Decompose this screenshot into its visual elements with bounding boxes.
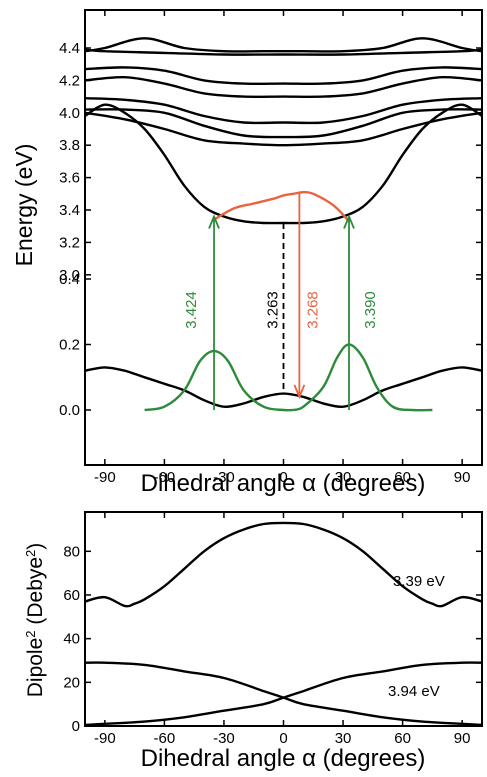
- dipole-y-tick-label: 40: [63, 631, 80, 648]
- dipole-x-tick-label: -30: [213, 730, 235, 747]
- dipole-x-tick-label: -90: [94, 730, 116, 747]
- transition-label-3: 3.268: [304, 291, 321, 329]
- energy-x-tick-labels: -90 -60 -30 0 30 60 90: [94, 469, 470, 486]
- dipole-plot-area: [85, 521, 482, 726]
- dipole-series-3: [85, 661, 482, 726]
- energy-x-tick-label: 30: [335, 469, 352, 486]
- transition-arrowhead-4: [343, 214, 355, 229]
- dipole-x-tick-label: 0: [279, 730, 287, 747]
- excited-state-curve-1: [85, 37, 482, 53]
- dipole-y-axis-title-sup: 2: [23, 630, 38, 637]
- dipole-series-labels: 3.39 eV 3.94 eV: [388, 573, 445, 700]
- excited-state-curve-5: [85, 97, 482, 125]
- energy-y-tick-label: 4.4: [59, 40, 80, 57]
- excited-state-curve-2: [85, 48, 482, 56]
- transition-label-4: 3.390: [362, 291, 379, 329]
- energy-y-tick-label: 0.4: [59, 271, 80, 288]
- energy-y-tick-label: 0.0: [59, 402, 80, 419]
- dipole-y-axis-title-close: ): [24, 543, 47, 550]
- dipole-x-tick-label: 90: [454, 730, 471, 747]
- dipole-panel: 0 20 40 60 80 -90 -60 -30 0 30 60 90 3.39 eV 3.94 e…: [23, 511, 483, 772]
- ground-state-distribution-curve-1: [144, 349, 294, 412]
- excited-state-curve-7: [85, 111, 482, 147]
- energy-x-tick-label: -60: [154, 469, 176, 486]
- energy-x-tick-label: -30: [213, 469, 235, 486]
- transition-label-2: 3.263: [264, 291, 281, 329]
- excited-state-distribution-curve: [213, 190, 350, 223]
- energy-x-tick-label: 90: [454, 469, 471, 486]
- dipole-x-tick-label: -60: [154, 730, 176, 747]
- energy-panel: 0.0 0.2 0.43.0 3.2 3.4 3.6 3.8 4.0 4.2 4.4 -90 -60…: [11, 9, 483, 497]
- energy-y-tick-labels: 0.0 0.2 0.43.0 3.2 3.4 3.6 3.8 4.0 4.2 4.4: [59, 40, 80, 419]
- energy-y-tick-label: 3.4: [59, 202, 80, 219]
- energy-y-tick-label: 4.0: [59, 105, 80, 122]
- dipole-x-tick-label: 60: [394, 730, 411, 747]
- energy-y-tick-label: 3.2: [59, 234, 80, 251]
- energy-x-tick-label: 60: [394, 469, 411, 486]
- excited-state-curve-3: [85, 66, 482, 86]
- energy-y-tick-label: 3.0: [59, 267, 80, 284]
- transition-arrowhead-3: [293, 384, 306, 400]
- dipole-y-tick-label: 60: [63, 587, 80, 604]
- dipole-y-tick-label: 0: [72, 718, 80, 735]
- energy-gridless-plot-area: [85, 37, 482, 412]
- dipole-x-axis-title: Dihedral angle α (degrees): [141, 745, 426, 772]
- dipole-y-tick-label: 80: [63, 543, 80, 560]
- energy-y-tick-label: 0.2: [59, 337, 80, 354]
- energy-x-tick-label: -90: [94, 469, 116, 486]
- excited-state-curve-6: [85, 108, 482, 139]
- energy-y-tick-label: 3.8: [59, 137, 80, 154]
- dipole-y-tick-labels: 0 20 40 60 80: [63, 543, 80, 735]
- transition-label-1: 3.424: [183, 291, 200, 329]
- dipole-series-1: [85, 521, 482, 608]
- dipole-axis-ticks: [85, 512, 482, 727]
- energy-x-axis-title: Dihedral angle α (degrees): [141, 470, 426, 497]
- energy-axis-ticks: [85, 10, 482, 465]
- transition-labels: 3.424 3.263 3.268 3.390: [183, 291, 379, 329]
- dipole-x-tick-label: 30: [335, 730, 352, 747]
- dipole-series-label-1: 3.39 eV: [393, 573, 445, 590]
- dipole-y-axis-title-main: Dipole: [24, 638, 47, 698]
- dipole-y-axis-title-unit-sup: 2: [23, 550, 38, 557]
- dipole-x-tick-labels: -90 -60 -30 0 30 60 90: [94, 730, 470, 747]
- energy-y-tick-label: 3.6: [59, 170, 80, 187]
- ground-state-distribution-curve-2: [293, 343, 433, 412]
- energy-y-tick-label: 4.2: [59, 72, 80, 89]
- energy-x-tick-label: 0: [279, 469, 287, 486]
- dipole-y-axis-title: Dipole2 (Debye2): [23, 543, 48, 698]
- transition-arrowhead-1: [208, 214, 220, 229]
- dipole-y-tick-label: 20: [63, 674, 80, 691]
- excited-state-curve-4: [85, 75, 482, 99]
- dipole-y-axis-title-unit: (Debye: [24, 557, 47, 631]
- energy-y-axis-title: Energy (eV): [11, 144, 37, 267]
- dipole-series-label-2: 3.94 eV: [388, 683, 440, 700]
